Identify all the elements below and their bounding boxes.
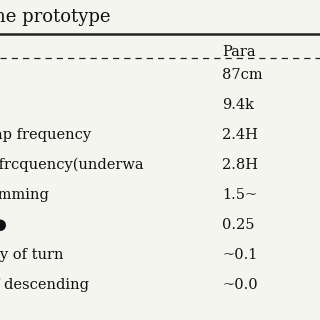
Text: he prototype: he prototype bbox=[0, 8, 110, 26]
Text: ap frequency: ap frequency bbox=[0, 128, 91, 142]
Text: ~0.1: ~0.1 bbox=[222, 248, 258, 262]
Text: 9.4k: 9.4k bbox=[222, 98, 254, 112]
Text: 1.5~: 1.5~ bbox=[222, 188, 258, 202]
Text: 2.8H: 2.8H bbox=[222, 158, 259, 172]
Text: ~0.0: ~0.0 bbox=[222, 278, 258, 292]
Text: f descending: f descending bbox=[0, 278, 89, 292]
Text: imming: imming bbox=[0, 188, 50, 202]
Text: frcquency(underwa: frcquency(underwa bbox=[0, 158, 143, 172]
Text: 2.4H: 2.4H bbox=[222, 128, 258, 142]
Text: ty of turn: ty of turn bbox=[0, 248, 63, 262]
Text: ●: ● bbox=[0, 218, 6, 232]
Text: 87cm: 87cm bbox=[222, 68, 263, 82]
Text: 0.25: 0.25 bbox=[222, 218, 255, 232]
Text: Para: Para bbox=[222, 45, 256, 60]
